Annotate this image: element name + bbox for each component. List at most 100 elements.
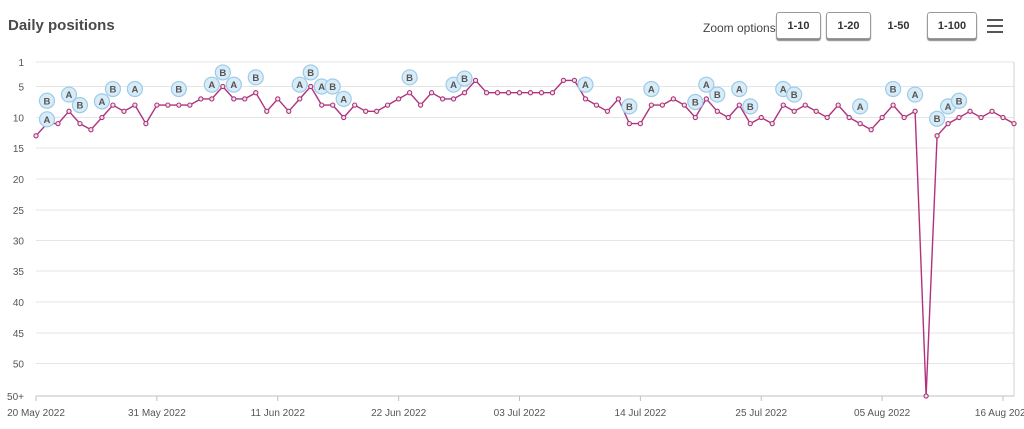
data-point	[363, 108, 369, 114]
annotation-label: B	[890, 84, 897, 95]
data-point	[791, 108, 797, 114]
data-point	[582, 96, 589, 102]
zoom-1-10-button[interactable]: 1-10	[776, 12, 821, 39]
annotation-label: A	[44, 115, 51, 126]
chart-title: Daily positions	[8, 17, 115, 34]
annotation-label: B	[406, 73, 413, 84]
zoom-1-50-button[interactable]: 1-50	[887, 19, 910, 32]
data-point	[901, 114, 907, 121]
data-point	[187, 102, 193, 108]
data-point	[967, 108, 973, 114]
annotation-badge	[203, 76, 220, 93]
zoom-1-100-button[interactable]: 1-100	[927, 12, 977, 39]
y-tick-label: 35	[13, 267, 25, 278]
annotation-label: B	[219, 68, 226, 79]
data-point	[308, 83, 314, 90]
data-point	[253, 90, 259, 96]
y-tick-label: 40	[13, 298, 25, 309]
annotation-badge	[170, 80, 187, 98]
annotation-badge	[621, 98, 638, 115]
annotation-label: B	[44, 96, 51, 107]
y-tick-label: 15	[13, 144, 25, 155]
data-point	[747, 120, 753, 127]
x-tick-label: 05 Aug 2022	[854, 408, 911, 419]
annotation-badge	[214, 64, 231, 81]
data-point	[132, 102, 138, 108]
annotation-label: B	[109, 84, 116, 95]
annotation-badge	[38, 92, 56, 109]
y-tick-label: 20	[13, 175, 25, 186]
data-point	[725, 114, 731, 121]
data-point	[417, 102, 424, 108]
data-point	[439, 96, 446, 102]
annotation-badge	[643, 80, 660, 98]
data-point	[703, 96, 709, 102]
annotation-badge	[126, 80, 143, 98]
data-point	[461, 90, 468, 96]
annotation-label: A	[582, 80, 589, 91]
data-point	[769, 120, 775, 127]
annotation-label: B	[791, 90, 798, 101]
annotation-badge	[907, 86, 924, 103]
data-point	[121, 108, 127, 114]
data-point	[286, 108, 292, 114]
annotation-badge	[577, 76, 594, 93]
annotation-label: A	[857, 102, 864, 113]
annotation-label: A	[230, 80, 237, 91]
annotation-label: B	[956, 96, 963, 107]
data-point	[220, 83, 226, 90]
data-point	[66, 108, 72, 114]
annotation-label: B	[307, 68, 314, 79]
data-point	[879, 114, 885, 121]
annotation-badge	[731, 80, 748, 98]
data-point	[604, 108, 611, 114]
annotation-badge	[852, 98, 869, 115]
data-point	[428, 90, 435, 96]
annotation-badge	[687, 93, 704, 111]
annotation-badge	[247, 69, 264, 86]
data-point	[923, 393, 929, 399]
annotation-badge	[291, 76, 308, 93]
annotation-badge	[38, 111, 56, 128]
hamburger-menu-icon[interactable]	[985, 17, 1005, 35]
y-tick-label: 30	[13, 237, 25, 248]
data-point	[505, 90, 512, 96]
x-tick-label: 22 Jun 2022	[371, 408, 426, 419]
data-point	[593, 102, 600, 108]
annotation-label: B	[252, 73, 259, 84]
annotation-badge	[225, 76, 242, 93]
data-point	[824, 114, 830, 121]
y-tick-label: 10	[13, 114, 25, 125]
annotation-label: A	[648, 84, 655, 95]
data-point	[472, 77, 479, 84]
annotation-badge	[71, 96, 89, 114]
data-point	[384, 102, 391, 108]
data-point	[143, 120, 149, 127]
annotation-label: B	[626, 102, 633, 113]
data-point	[55, 120, 61, 127]
data-point	[681, 102, 687, 108]
data-point	[560, 77, 567, 84]
annotation-label: B	[714, 90, 721, 101]
annotation-label: A	[98, 97, 105, 108]
annotation-badge	[456, 70, 473, 87]
annotation-badge	[786, 86, 803, 103]
data-point	[319, 102, 325, 108]
y-tick-label: 45	[13, 329, 25, 340]
annotation-label: A	[450, 80, 457, 91]
annotation-badge	[885, 80, 902, 98]
zoom-1-20-button[interactable]: 1-20	[826, 12, 871, 39]
annotation-badge	[401, 69, 418, 86]
y-tick-label: 50	[13, 360, 25, 371]
annotation-badge	[742, 98, 759, 115]
annotation-label: B	[692, 98, 699, 109]
y-tick-label: 50+	[7, 392, 24, 403]
data-point	[846, 114, 852, 121]
annotation-badge	[104, 80, 122, 98]
data-point	[626, 120, 633, 127]
data-point	[165, 102, 171, 108]
data-point	[813, 108, 819, 114]
y-tick-label: 5	[18, 83, 24, 94]
data-point	[736, 102, 742, 108]
